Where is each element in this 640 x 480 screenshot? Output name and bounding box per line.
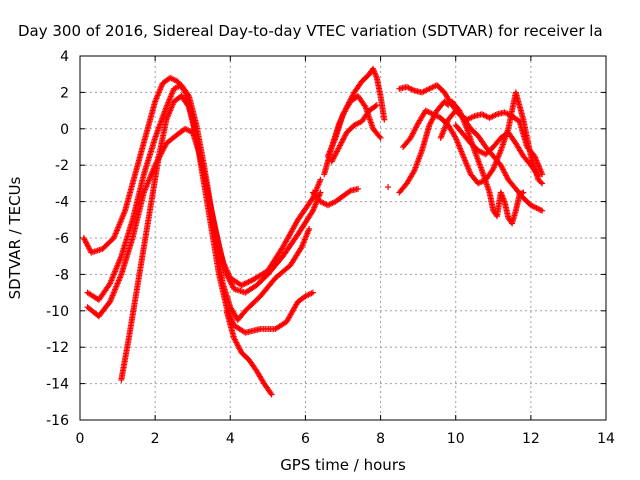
data-point [317, 189, 324, 196]
y-tick-label: -16 [46, 413, 69, 429]
data-point [346, 188, 353, 195]
x-tick-label: 10 [447, 431, 465, 447]
y-tick-label: -10 [46, 304, 69, 320]
y-tick-label: 0 [60, 122, 69, 138]
data-point [372, 103, 379, 110]
x-tick-label: 4 [226, 431, 235, 447]
x-tick-label: 0 [76, 431, 85, 447]
y-tick-label: 4 [60, 49, 69, 65]
y-tick-label: -2 [55, 158, 69, 174]
y-tick-label: -14 [46, 377, 69, 393]
data-point [309, 289, 316, 296]
axis-ticks: 0 2 4 6 8 10 12 14 -16 -14 -12 -10 -8 -6 -4 -2 0 2 4 [46, 49, 615, 447]
data-point [267, 390, 274, 397]
x-tick-label: 12 [522, 431, 540, 447]
y-tick-label: -12 [46, 340, 69, 356]
x-tick-label: 2 [151, 431, 160, 447]
data-point [317, 176, 324, 183]
data-point [373, 102, 380, 109]
data-point [376, 133, 383, 140]
data-point [268, 391, 275, 398]
data-points [80, 65, 546, 398]
data-point [185, 91, 192, 98]
data-point [306, 225, 313, 232]
y-tick-label: -4 [55, 195, 69, 211]
x-tick-label: 6 [301, 431, 310, 447]
data-point [185, 102, 192, 109]
y-axis-label: SDTVAR / TECUs [6, 176, 24, 299]
chart-title: Day 300 of 2016, Sidereal Day-to-day VTE… [18, 22, 603, 40]
data-point [385, 184, 392, 191]
data-point [355, 185, 362, 192]
y-tick-label: -6 [55, 231, 69, 247]
data-point [381, 116, 388, 123]
x-tick-label: 14 [597, 431, 615, 447]
y-tick-label: 2 [60, 85, 69, 101]
data-point [377, 134, 384, 141]
x-axis-label: GPS time / hours [280, 456, 406, 474]
x-tick-label: 8 [376, 431, 385, 447]
grid [80, 56, 606, 420]
plot-frame [79, 55, 607, 421]
y-tick-label: -8 [55, 267, 69, 283]
